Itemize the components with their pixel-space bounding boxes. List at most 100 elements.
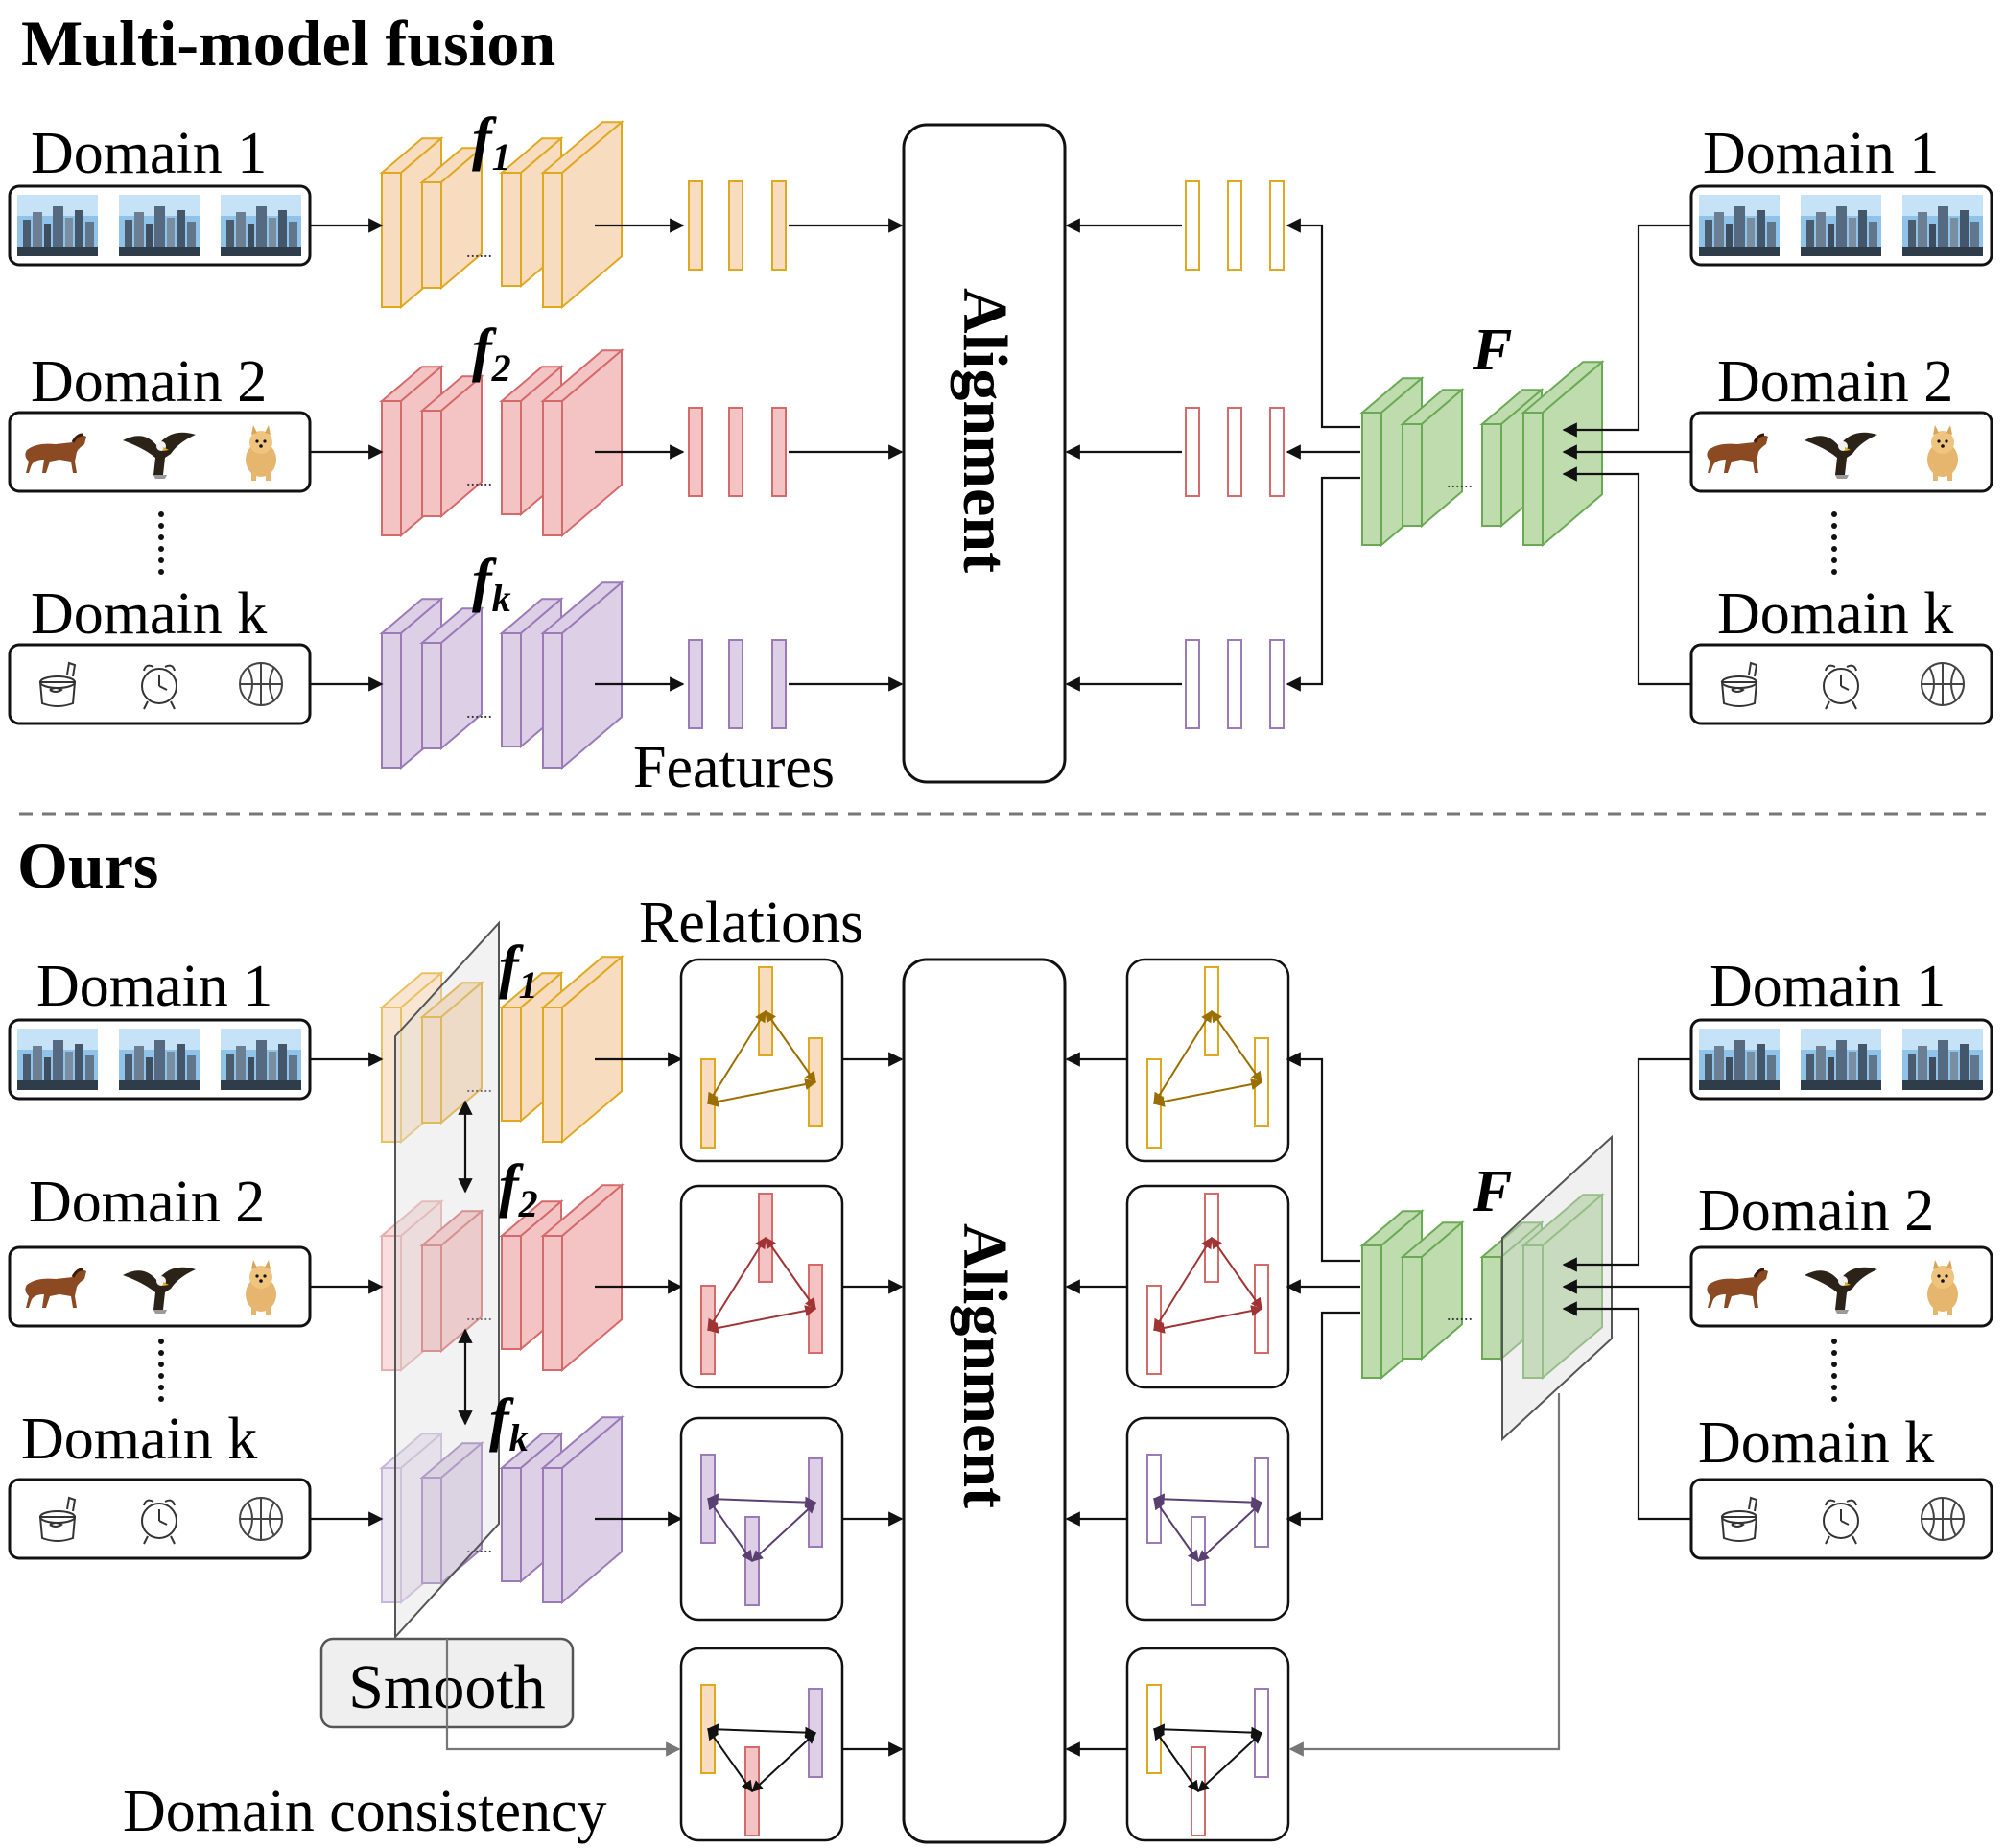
encoder-layer xyxy=(419,146,484,291)
encoder-layer xyxy=(540,955,625,1145)
relation-box xyxy=(1125,958,1290,1163)
relation-box xyxy=(1125,1416,1290,1622)
domain-label-k-bottom-right: Domain k xyxy=(1698,1410,1934,1476)
feature-bars-top-left xyxy=(688,180,787,729)
encoder-layer xyxy=(540,1183,625,1373)
thumbnails-domaink-bottom-left xyxy=(8,1478,312,1560)
city-skyline-icon xyxy=(17,195,98,256)
encoder-layer xyxy=(419,1441,484,1586)
section-title-ours: Ours xyxy=(17,829,158,902)
encoder-f1-bottom: ...... xyxy=(379,955,625,1145)
encoder-F-top: ...... xyxy=(1359,360,1605,548)
model-label-f1-bottom: f1 xyxy=(499,935,538,1007)
relation-boxes xyxy=(679,958,1290,1842)
relation-box xyxy=(679,1416,844,1622)
encoder-layer xyxy=(419,374,484,519)
model-label-fk-top: fk xyxy=(472,548,511,620)
model-label-f2-top: f2 xyxy=(472,318,511,390)
thumbnails-domain1-bottom-left xyxy=(8,1018,312,1101)
alignment-box-bottom xyxy=(902,958,1067,1844)
encoder-f1-top: ...... xyxy=(379,120,625,310)
domain-label-1-top-left: Domain 1 xyxy=(31,121,267,186)
alignment-label-top: Alignment xyxy=(950,288,1020,573)
vertical-dots-bottom-left xyxy=(158,1339,164,1402)
arrows-top xyxy=(310,218,1691,692)
encoder-ellipsis: ...... xyxy=(466,1305,492,1324)
domain-label-2-top-left: Domain 2 xyxy=(31,349,267,415)
relation-box xyxy=(1125,1184,1290,1389)
features-label: Features xyxy=(633,735,835,800)
feature-bar xyxy=(1227,639,1242,729)
thumbnails-domain2-bottom-right xyxy=(1689,1245,1993,1328)
encoder-F-bottom: ...... xyxy=(1359,1193,1605,1381)
domain-label-2-bottom-left: Domain 2 xyxy=(29,1170,265,1235)
encoder-layer xyxy=(1400,388,1465,529)
relation-arrow xyxy=(706,1078,817,1107)
domain-label-1-top-right: Domain 1 xyxy=(1703,121,1939,186)
model-label-F-top: F xyxy=(1472,318,1512,383)
relation-arrow xyxy=(1153,1728,1199,1792)
model-label-F-bottom: F xyxy=(1472,1159,1512,1224)
relation-box xyxy=(1125,1647,1290,1842)
feature-bar xyxy=(1269,180,1285,271)
feature-bar xyxy=(688,639,703,729)
domain-label-k-bottom-left: Domain k xyxy=(21,1407,257,1472)
relation-arrow xyxy=(1211,1010,1262,1083)
model-label-f2-bottom: f2 xyxy=(499,1153,538,1225)
feature-bar xyxy=(728,639,743,729)
domain-label-1-bottom-right: Domain 1 xyxy=(1710,954,1946,1019)
encoder-layer xyxy=(419,1209,484,1354)
smooth-plane-right xyxy=(1501,1134,1613,1442)
encoder-fk-top: ...... xyxy=(379,580,625,770)
thumbnails-domain1-top-right xyxy=(1689,184,1993,267)
relation-box xyxy=(679,958,844,1163)
encoder-ellipsis: ...... xyxy=(466,470,492,489)
feature-bar xyxy=(1185,639,1200,729)
relation-arrow xyxy=(765,1010,816,1083)
encoder-layer xyxy=(419,606,484,751)
thumbnails-domaink-top-right xyxy=(1689,643,1993,725)
feature-bar xyxy=(728,180,743,271)
encoder-layer xyxy=(540,348,625,538)
feature-bar xyxy=(1269,639,1285,729)
relation-arrow xyxy=(1152,1078,1263,1107)
encoder-layer xyxy=(540,580,625,770)
encoder-ellipsis: ...... xyxy=(1447,472,1473,491)
thumbnails-domain2-top-left xyxy=(8,411,312,493)
relation-arrow xyxy=(751,1732,816,1792)
feature-bar xyxy=(688,407,703,497)
relation-arrow xyxy=(1153,1498,1199,1562)
thumbnails-domain1-top-left xyxy=(8,184,312,267)
thumbnails-domain1-bottom-right xyxy=(1689,1018,1993,1101)
relation-box xyxy=(679,1647,844,1842)
domain-label-k-top-right: Domain k xyxy=(1717,581,1953,647)
domain-label-1-bottom-left: Domain 1 xyxy=(36,954,272,1019)
basketball-sketch-icon xyxy=(239,662,283,706)
vertical-dots-bottom-right xyxy=(1831,1339,1837,1402)
feature-bar xyxy=(771,180,787,271)
encoder-layer xyxy=(540,120,625,310)
model-label-f1-top: f1 xyxy=(472,107,511,178)
city-skyline-icon xyxy=(119,195,200,256)
feature-bar xyxy=(771,639,787,729)
encoder-layer xyxy=(540,1415,625,1605)
encoder-f2-top: ...... xyxy=(379,348,625,538)
feature-bar xyxy=(1227,407,1242,497)
feature-bar xyxy=(1227,180,1242,271)
alignment-label-bottom: Alignment xyxy=(950,1223,1020,1508)
thumbnails-domaink-bottom-right xyxy=(1689,1478,1993,1560)
encoder-ellipsis: ...... xyxy=(466,242,492,261)
encoder-layer xyxy=(1400,1220,1465,1362)
relation-arrow xyxy=(1197,1502,1262,1562)
feature-bar xyxy=(728,407,743,497)
domain-label-2-bottom-right: Domain 2 xyxy=(1698,1178,1934,1244)
vertical-dots-top-left xyxy=(158,511,164,575)
encoder-f2-bottom: ...... xyxy=(379,1183,625,1373)
relation-arrow xyxy=(707,1728,753,1792)
encoder-layer xyxy=(1521,1193,1605,1381)
domain-label-k-top-left: Domain k xyxy=(31,581,267,647)
domain-label-2-top-right: Domain 2 xyxy=(1717,349,1953,415)
feature-bar xyxy=(771,407,787,497)
encoder-ellipsis: ...... xyxy=(1447,1305,1473,1324)
